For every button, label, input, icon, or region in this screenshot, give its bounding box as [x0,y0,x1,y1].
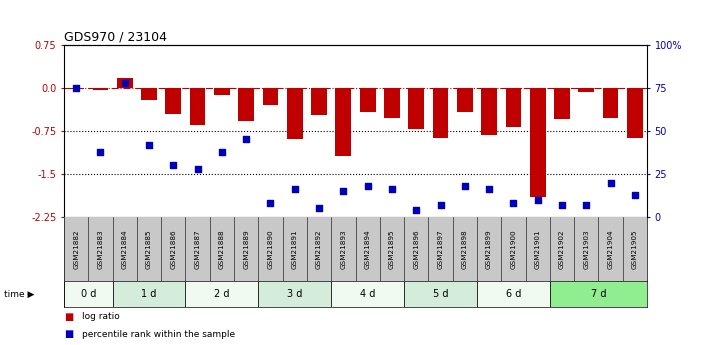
Text: GSM21905: GSM21905 [632,229,638,269]
Text: GSM21886: GSM21886 [171,229,176,269]
Text: GDS970 / 23104: GDS970 / 23104 [64,31,167,44]
Text: 5 d: 5 d [433,289,448,299]
Text: GSM21903: GSM21903 [583,229,589,269]
Point [119,80,130,86]
Bar [262,88,279,105]
Text: GSM21888: GSM21888 [219,229,225,269]
Point [144,142,155,147]
Point [581,202,592,208]
Text: 2 d: 2 d [214,289,230,299]
Bar [627,88,643,138]
Text: GSM21896: GSM21896 [413,229,419,269]
Point [483,187,495,192]
Bar [554,88,570,119]
Point [192,166,203,171]
Point [556,202,567,208]
Text: GSM21883: GSM21883 [97,229,103,269]
Text: GSM21904: GSM21904 [608,229,614,269]
Text: GSM21890: GSM21890 [267,229,274,269]
Point [410,207,422,213]
Text: ■: ■ [64,329,73,339]
Text: GSM21885: GSM21885 [146,229,152,269]
Text: 4 d: 4 d [360,289,375,299]
Bar [530,88,545,197]
Point [240,137,252,142]
Bar [506,88,521,127]
Point [435,202,447,208]
Text: GSM21892: GSM21892 [316,229,322,269]
Bar [68,88,84,89]
Bar [141,88,157,100]
Bar [404,281,477,307]
Text: GSM21887: GSM21887 [195,229,201,269]
Text: 3 d: 3 d [287,289,302,299]
Text: ■: ■ [64,312,73,322]
Bar [408,88,424,129]
Text: 0 d: 0 d [80,289,96,299]
Bar [336,88,351,156]
Text: GSM21895: GSM21895 [389,229,395,269]
Text: GSM21900: GSM21900 [510,229,516,269]
Point [362,183,373,189]
Point [264,200,276,206]
Bar [481,88,497,135]
Text: GSM21891: GSM21891 [292,229,298,269]
Point [605,180,616,185]
Text: percentile rank within the sample: percentile rank within the sample [82,329,235,338]
Bar [603,88,619,118]
Bar [477,281,550,307]
Point [95,149,106,154]
Bar [92,88,108,90]
Bar [117,78,133,88]
Bar [64,281,112,307]
Point [532,197,543,203]
Text: GSM21893: GSM21893 [341,229,346,269]
Point [386,187,397,192]
Bar [112,281,186,307]
Bar [214,88,230,95]
Bar [360,88,375,112]
Text: GSM21884: GSM21884 [122,229,128,269]
Point [70,85,82,91]
Point [314,206,325,211]
Bar [311,88,327,116]
Point [459,183,471,189]
Bar [331,281,404,307]
Text: GSM21894: GSM21894 [365,229,370,269]
Point [338,188,349,194]
Text: 1 d: 1 d [141,289,156,299]
Point [629,192,641,197]
Bar [186,281,258,307]
Bar [190,88,205,125]
Text: GSM21898: GSM21898 [462,229,468,269]
Point [508,200,519,206]
Point [168,162,179,168]
Bar [238,88,254,121]
Bar [578,88,594,92]
Bar [258,281,331,307]
Text: GSM21889: GSM21889 [243,229,249,269]
Text: GSM21882: GSM21882 [73,229,79,269]
Text: GSM21897: GSM21897 [437,229,444,269]
Bar [457,88,473,112]
Text: GSM21902: GSM21902 [559,229,565,269]
Bar [550,281,647,307]
Text: GSM21899: GSM21899 [486,229,492,269]
Bar [384,88,400,118]
Bar [287,88,303,139]
Text: time ▶: time ▶ [4,289,34,298]
Point [216,149,228,154]
Text: 7 d: 7 d [591,289,606,299]
Text: log ratio: log ratio [82,313,119,322]
Bar [166,88,181,114]
Text: GSM21901: GSM21901 [535,229,540,269]
Bar [432,88,449,138]
Point [289,187,301,192]
Text: 6 d: 6 d [506,289,521,299]
